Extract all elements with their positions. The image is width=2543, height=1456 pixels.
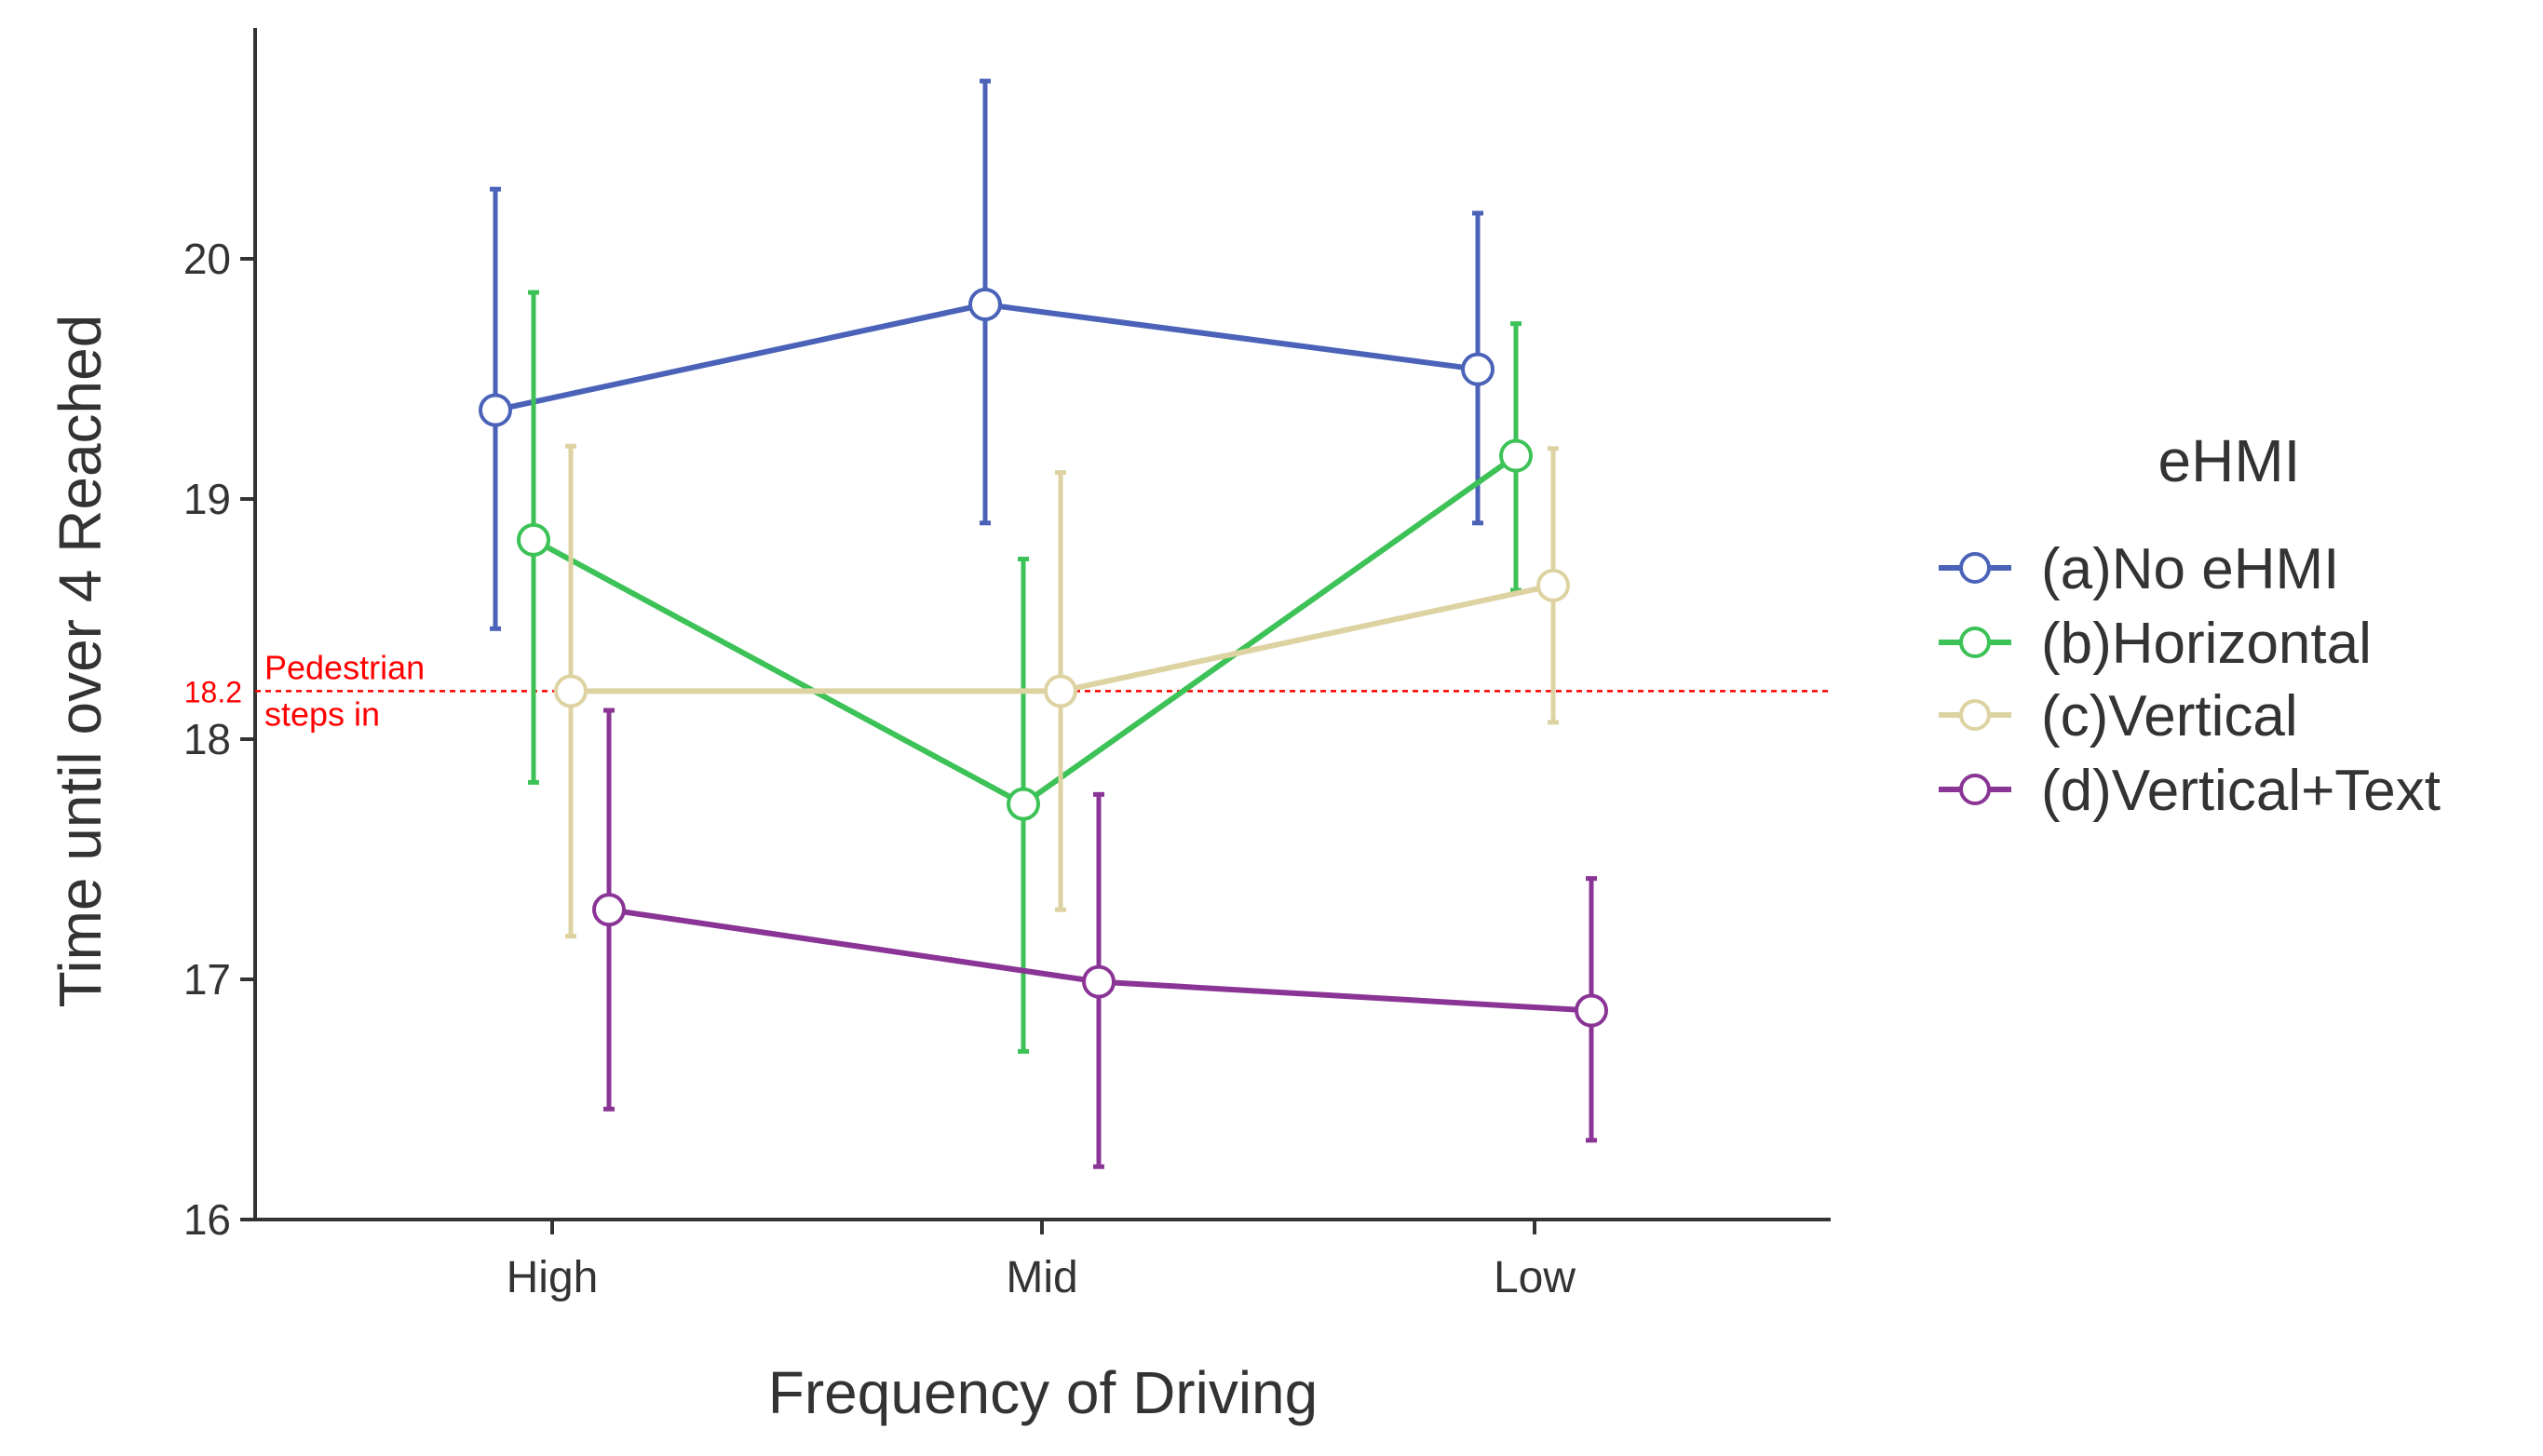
- series-1: [479, 78, 1495, 631]
- reference-line-group: 18.2 Pedestrian steps in: [184, 648, 1831, 733]
- data-point: [479, 393, 512, 427]
- y-tick-label: 16: [183, 1195, 231, 1244]
- series-4: [592, 708, 1608, 1169]
- data-point: [1007, 787, 1040, 821]
- legend: (a)No eHMI (b)Horizontal (c)Vertical (d)Ver…: [1939, 537, 2441, 823]
- legend-label: (b)Horizontal: [2041, 612, 2372, 676]
- legend-key-marker: [1959, 552, 1991, 584]
- reference-line-annotation: Pedestrian: [264, 648, 425, 686]
- legend-key-marker: [1959, 699, 1991, 731]
- data-point: [1499, 438, 1533, 473]
- legend-label: (c)Vertical: [2041, 684, 2298, 748]
- data-point: [1461, 352, 1495, 386]
- y-axis-title: Time until over 4 Reached: [47, 315, 114, 1008]
- legend-entry: (d)Vertical+Text: [1939, 759, 2441, 823]
- legend-label: (d)Vertical+Text: [2041, 759, 2441, 823]
- data-point: [554, 674, 588, 708]
- x-tick-label: Low: [1494, 1253, 1576, 1302]
- data-point: [968, 288, 1002, 322]
- y-tick-label: 19: [183, 475, 231, 523]
- legend-label: (a)No eHMI: [2041, 537, 2339, 601]
- legend-key-marker: [1959, 774, 1991, 805]
- reference-line-annotation: steps in: [264, 694, 380, 733]
- legend-entry: (c)Vertical: [1939, 684, 2298, 748]
- reference-line-value: 18.2: [184, 675, 242, 708]
- y-tick-label: 18: [183, 715, 231, 763]
- data-point: [1575, 993, 1608, 1028]
- legend-entry: (a)No eHMI: [1939, 537, 2339, 601]
- legend-entry: (b)Horizontal: [1939, 612, 2372, 676]
- x-tick-label: Mid: [1006, 1253, 1077, 1302]
- y-tick-label: 17: [183, 955, 231, 1004]
- series-3: [554, 443, 1570, 939]
- x-axis-title: Frequency of Driving: [768, 1359, 1318, 1426]
- data-point: [517, 522, 550, 557]
- data-point: [592, 893, 626, 927]
- series-2: [517, 290, 1533, 1054]
- legend-key-marker: [1959, 627, 1991, 658]
- y-tick-label: 20: [183, 235, 231, 283]
- data-point: [1044, 674, 1077, 708]
- series-group: [479, 78, 1608, 1169]
- data-point: [1536, 568, 1570, 602]
- data-point: [1082, 964, 1116, 999]
- x-tick-label: High: [507, 1253, 599, 1302]
- axes: 16 17 18 19 20 High Mid Low: [183, 28, 1831, 1302]
- legend-title: eHMI: [2158, 427, 2301, 494]
